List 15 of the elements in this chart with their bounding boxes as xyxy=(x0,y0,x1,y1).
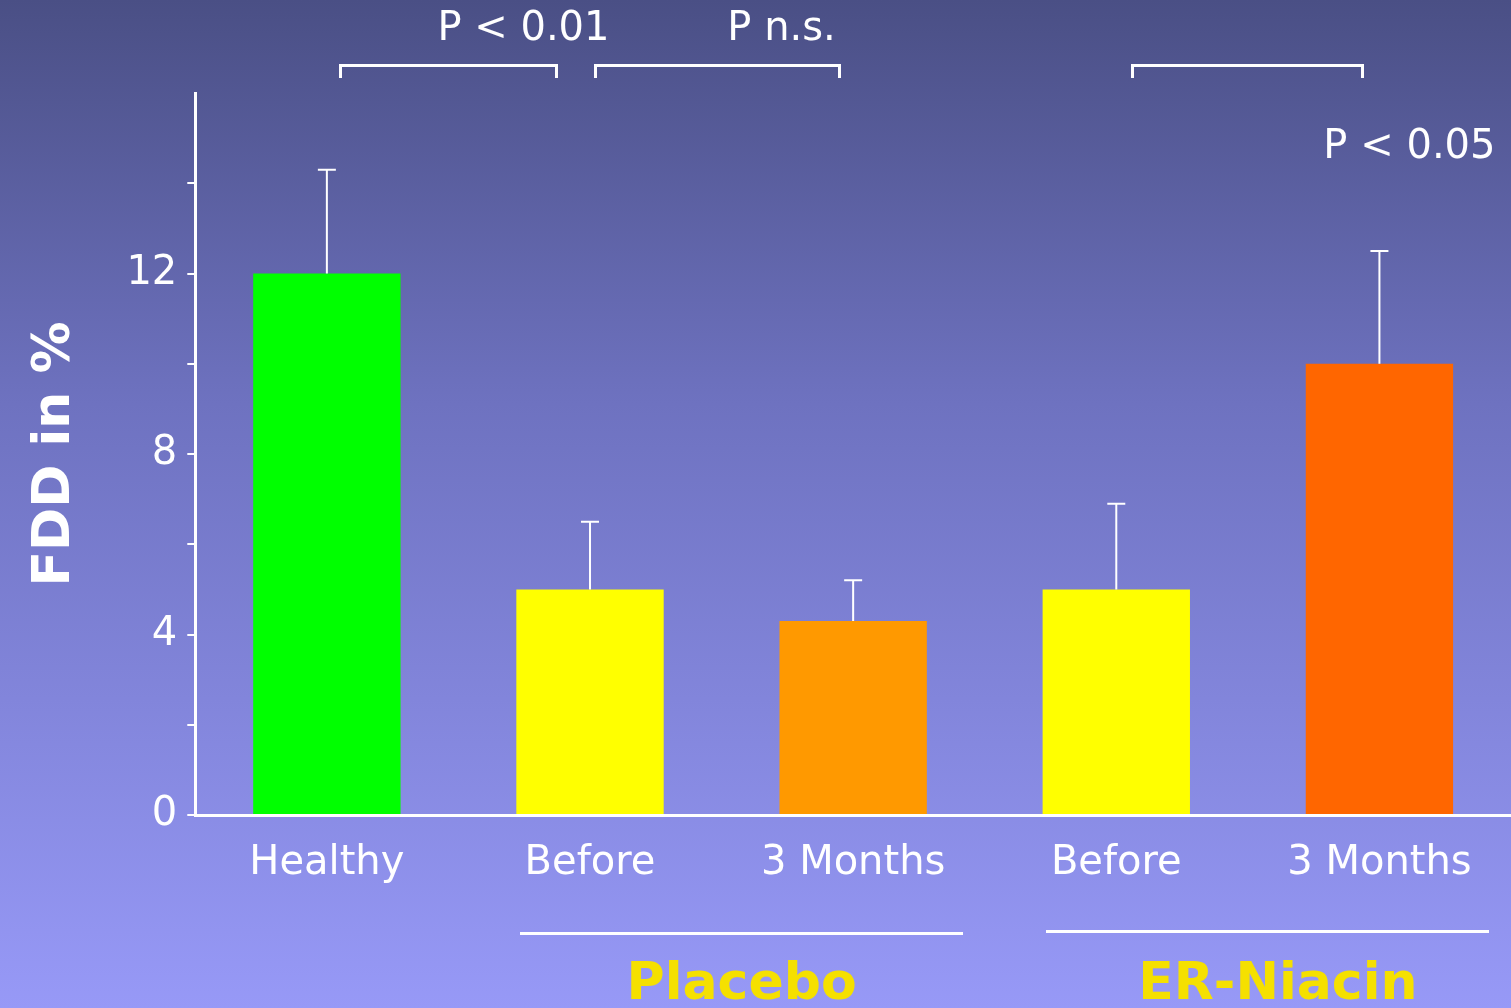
y-tick-label: 12 xyxy=(126,246,178,293)
x-tick-label: Before xyxy=(524,837,656,884)
x-tick-label: Healthy xyxy=(249,837,405,884)
x-tick-label: 3 Months xyxy=(1287,837,1472,884)
x-tick-label: 3 Months xyxy=(760,837,946,884)
annotation: P < 0.05 xyxy=(1323,121,1496,168)
text: P < 0.01 xyxy=(437,3,610,50)
y-axis-title: FDD in % xyxy=(20,321,81,587)
y-tick-label: 4 xyxy=(151,607,178,654)
text: Placebo xyxy=(626,950,857,1008)
text: P n.s. xyxy=(727,3,836,50)
x-tick-label: Before xyxy=(1050,837,1182,884)
text: ER-Niacin xyxy=(1138,950,1418,1008)
y-tick-label: 8 xyxy=(151,427,178,474)
y-tick-label: 0 xyxy=(151,788,178,835)
